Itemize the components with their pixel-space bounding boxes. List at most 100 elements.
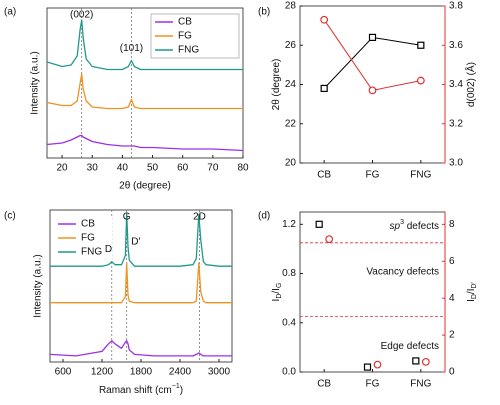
x-tick-label: FG — [366, 379, 380, 390]
annotation: sp3 defects — [390, 219, 440, 231]
y-tick-label: 0.4 — [282, 317, 296, 328]
annotation: Vacancy defects — [366, 266, 439, 277]
series-line — [49, 340, 232, 357]
marker-circle — [368, 86, 377, 95]
label-part: sp — [390, 221, 401, 232]
legend-label: FNG — [178, 45, 199, 56]
label-part: G — [276, 283, 283, 288]
annotation: D — [105, 244, 112, 255]
y-tick-label: 0.8 — [282, 268, 296, 279]
label-part: Raman shift (cm — [99, 385, 172, 396]
y-tick-label: 1.2 — [282, 219, 296, 230]
x-tick-label: 60 — [177, 163, 189, 174]
y2-tick-label: 3.4 — [449, 79, 463, 90]
series-line — [46, 73, 243, 110]
label-part: defects — [404, 221, 439, 232]
label-part: −1 — [172, 383, 180, 390]
legend-label: CB — [178, 17, 192, 28]
marker-circle — [320, 15, 329, 24]
annotation: D' — [131, 237, 140, 248]
x-tick-label: 3000 — [208, 367, 231, 378]
panel-label: (a) — [4, 7, 16, 18]
y-axis-label: ID/IG — [271, 283, 284, 302]
plot-frame — [46, 7, 244, 159]
y2-tick-label: 3.0 — [449, 158, 463, 169]
x-tick-label: CB — [317, 170, 331, 181]
marker-square — [320, 84, 328, 93]
y2-tick-label: 3.2 — [449, 118, 463, 129]
y2-tick-label: 0 — [449, 367, 455, 378]
x-tick-label: FG — [366, 170, 380, 181]
series-line — [46, 19, 243, 71]
y2-tick-label: 3.6 — [449, 40, 463, 51]
y2-axis-label: d(002) (Å) — [464, 62, 477, 107]
marker-square — [368, 33, 377, 42]
label-part: d(002) (Å) — [464, 62, 477, 107]
series-line — [50, 212, 232, 267]
x-tick-label: 1200 — [91, 367, 114, 378]
y2-tick-label: 8 — [449, 219, 455, 230]
marker-square — [315, 220, 323, 228]
annotation: Edge defects — [381, 341, 439, 352]
label-part: I — [466, 299, 477, 302]
label-part: /I — [466, 289, 477, 295]
label-part: I — [271, 299, 282, 302]
annotation: G — [123, 212, 131, 223]
label-part: ) — [180, 385, 183, 396]
series-line — [46, 134, 244, 152]
y2-tick-label: 3.8 — [449, 1, 463, 12]
x-tick-label: CB — [317, 379, 331, 390]
annotation: 2D — [193, 212, 206, 223]
marker-circle — [421, 357, 430, 366]
y2-tick-label: 4 — [449, 293, 455, 304]
series-line — [323, 36, 421, 89]
panel-label: (d) — [258, 211, 270, 222]
x-tick-label: 30 — [87, 163, 99, 174]
label-part: Edge defects — [381, 341, 439, 352]
plot-frame — [299, 5, 446, 164]
marker-square — [412, 357, 420, 365]
label-part: D' — [471, 282, 478, 288]
marker-circle — [325, 235, 334, 244]
label-part: D — [276, 294, 283, 299]
y-tick-label: 22 — [285, 118, 297, 129]
x-tick-label: 40 — [117, 163, 129, 174]
panel-label: (b) — [258, 7, 270, 18]
y2-tick-label: 6 — [449, 256, 455, 267]
x-tick-label: 2400 — [169, 367, 192, 378]
y-axis-label: Intensity (a.u.) — [33, 254, 44, 317]
y-tick-label: 26 — [285, 40, 297, 51]
label-part: Vacancy defects — [366, 266, 439, 277]
marker-square — [417, 41, 425, 49]
y-axis-label: Intensity (a.u.) — [30, 51, 41, 114]
legend-label: CB — [81, 219, 95, 230]
y-tick-label: 28 — [285, 1, 297, 12]
x-tick-label: FNG — [410, 170, 431, 181]
label-part: 3 — [400, 219, 404, 226]
x-tick-label: 1800 — [130, 367, 153, 378]
y2-axis-label: ID/ID' — [466, 282, 479, 302]
legend-label: FG — [81, 233, 95, 244]
x-axis-label: 2θ (degree) — [119, 181, 171, 192]
label-part: 2θ (degree) — [271, 59, 282, 111]
y-tick-label: 0.0 — [282, 367, 296, 378]
legend-label: FNG — [81, 247, 102, 258]
x-tick-label: 80 — [237, 163, 249, 174]
panel-label: (c) — [4, 211, 16, 222]
y2-tick-label: 2 — [449, 330, 455, 341]
marker-circle — [373, 360, 382, 369]
x-tick-label: 70 — [207, 163, 219, 174]
label-part: D — [471, 294, 478, 299]
y-tick-label: 20 — [285, 158, 297, 169]
x-tick-label: FNG — [410, 379, 431, 390]
annotation: (101) — [120, 43, 143, 54]
y-tick-label: 24 — [285, 79, 297, 90]
x-tick-label: 600 — [55, 367, 72, 378]
annotation: (002) — [70, 10, 93, 21]
marker-square — [363, 363, 372, 371]
series-line — [50, 262, 232, 304]
legend-label: FG — [178, 31, 192, 42]
y-axis-label: 2θ (degree) — [271, 59, 282, 111]
x-tick-label: 50 — [147, 163, 159, 174]
